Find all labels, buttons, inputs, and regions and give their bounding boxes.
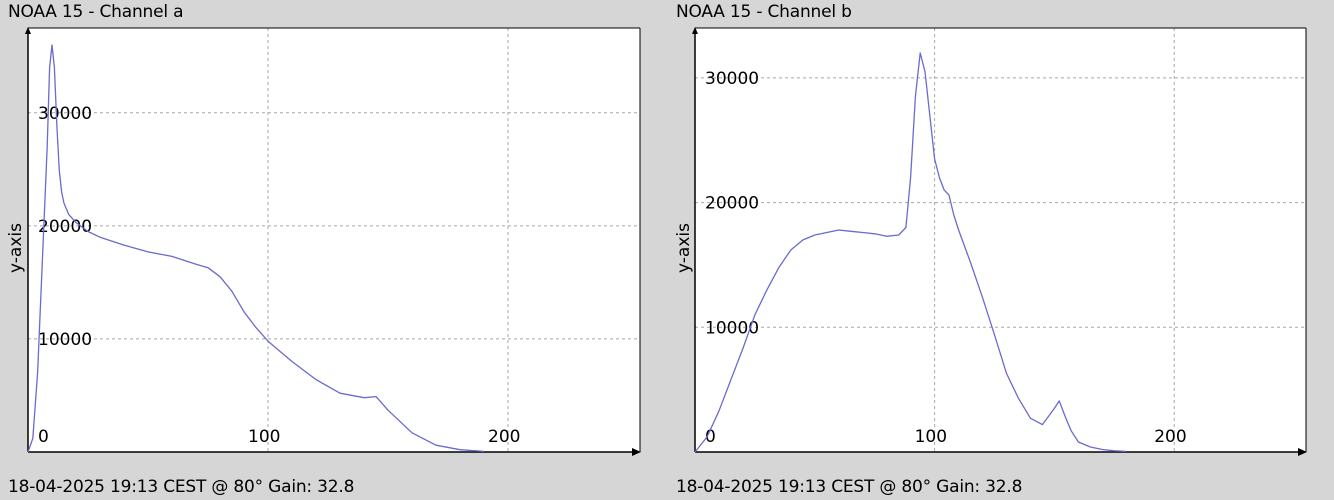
chart-b-xtick-label: 100 (915, 427, 947, 447)
chart-b-x-arrow-icon (1298, 448, 1307, 456)
chart-a-footer: 18-04-2025 19:13 CEST @ 80° Gain: 32.8 (8, 477, 355, 497)
chart-b-series-line (694, 52, 1127, 453)
chart-b-xtick-label: 0 (705, 427, 716, 447)
chart-b-ytick-label: 10000 (705, 318, 759, 338)
chart-a-ytick-label: 20000 (38, 217, 92, 237)
chart-b-ytick-label: 20000 (705, 194, 759, 214)
chart-a-ytick-label: 30000 (38, 104, 92, 124)
chart-a-xtick-label: 0 (38, 427, 49, 447)
chart-a-title: NOAA 15 - Channel a (8, 2, 184, 22)
chart-a-plot-area (28, 28, 640, 452)
chart-b-xtick-label: 200 (1154, 427, 1186, 447)
chart-a-y-arrow-icon (25, 27, 31, 34)
chart-a-x-arrow-icon (632, 448, 641, 456)
chart-a-series-line (27, 44, 485, 453)
chart-b-footer: 18-04-2025 19:13 CEST @ 80° Gain: 32.8 (676, 477, 1023, 497)
chart-a-ytick-label: 10000 (38, 330, 92, 350)
chart-b-y-arrow-icon (692, 27, 698, 34)
chart-b-title: NOAA 15 - Channel b (676, 2, 852, 22)
chart-b-plot-area (695, 28, 1306, 452)
chart-a-xtick-label: 200 (488, 427, 520, 447)
chart-b-ytick-label: 30000 (705, 69, 759, 89)
chart-a-xtick-label: 100 (248, 427, 280, 447)
